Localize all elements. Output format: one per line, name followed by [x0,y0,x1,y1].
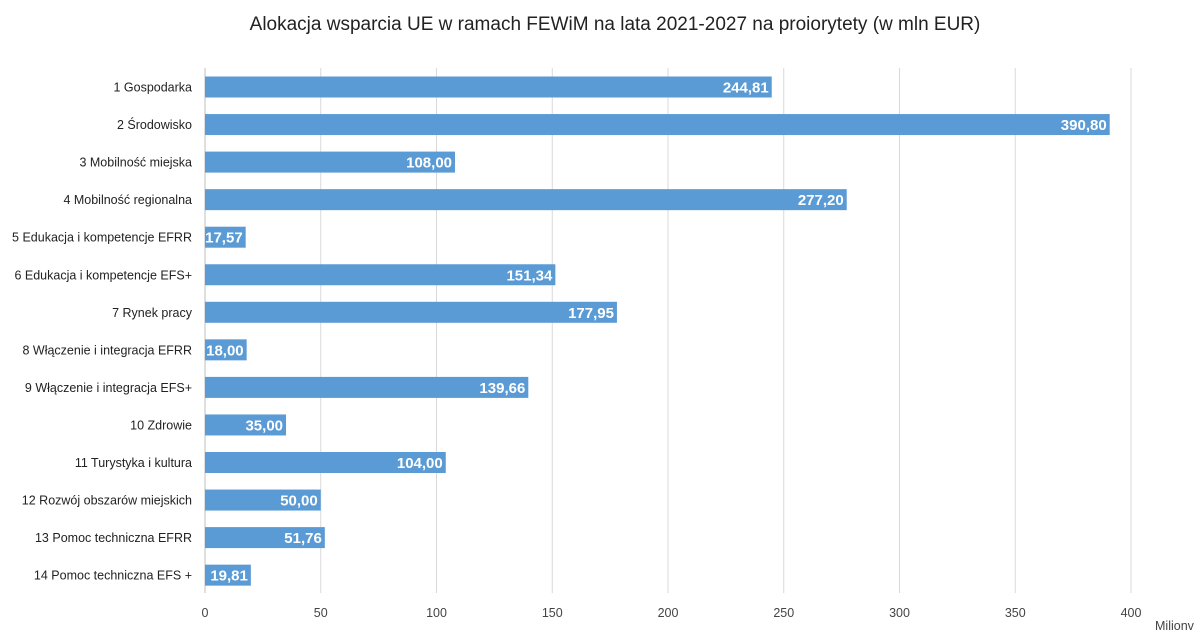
category-label: 7 Rynek pracy [112,306,193,320]
bar [205,301,617,323]
category-labels: 1 Gospodarka 2 Środowisko 3 Mobilność miej… [12,81,193,583]
data-label: 244,81 [723,80,769,97]
grid-lines [204,68,1132,593]
bar [205,452,446,473]
data-label: 19,81 [210,568,248,585]
data-label: 17,57 [205,230,243,247]
category-label: 4 Mobilność regionalna [63,193,192,207]
bar [205,527,325,549]
bar [205,189,847,211]
data-labels: 244,81 390,80 108,00 277,20 17,57 151,34 177,9… [205,80,1107,585]
x-tick-label: 50 [314,606,328,620]
bars [205,76,1110,586]
chart-title: Alokacja wsparcia UE w ramach FEWiM na l… [249,14,981,35]
x-axis-unit-label: Milionv [1155,619,1195,632]
data-label: 35,00 [245,417,283,434]
bar [205,414,287,436]
data-label: 139,66 [479,380,525,397]
bar [205,226,246,248]
category-label: 3 Mobilność miejska [79,156,192,170]
x-tick-label: 0 [202,606,209,620]
category-label: 9 Włączenie i integracja EFS+ [25,381,192,395]
bar [205,114,1110,136]
data-label: 18,00 [206,342,244,359]
bar [205,264,556,286]
data-label: 104,00 [397,455,443,472]
category-label: 2 Środowisko [117,117,192,132]
data-label: 51,76 [284,530,322,547]
x-tick-label: 300 [889,606,910,620]
bar [205,339,247,361]
x-tick-label: 250 [773,606,794,620]
data-label: 390,80 [1061,117,1107,134]
category-label: 13 Pomoc techniczna EFRR [35,531,192,545]
x-tick-label: 350 [1005,606,1026,620]
bar [205,489,321,511]
data-label: 177,95 [568,305,614,322]
category-label: 14 Pomoc techniczna EFS + [34,569,192,583]
x-tick-label: 400 [1121,606,1142,620]
x-tick-label: 100 [426,606,447,620]
data-label: 50,00 [280,493,318,510]
bar [205,151,456,173]
x-tick-label: 200 [658,606,679,620]
data-label: 277,20 [798,192,844,209]
x-tick-label: 150 [542,606,563,620]
category-label: 6 Edukacja i kompetencje EFS+ [14,268,192,282]
category-label: 1 Gospodarka [113,81,192,95]
bar [205,76,772,98]
bar [205,564,251,586]
data-label: 108,00 [406,155,452,172]
data-label: 151,34 [506,267,553,284]
category-label: 11 Turystyka i kultura [75,456,192,470]
category-label: 10 Zdrowie [130,418,192,432]
category-label: 5 Edukacja i kompetencje EFRR [12,231,192,245]
category-label: 12 Rozwój obszarów miejskich [22,494,192,508]
bar [205,376,529,398]
category-label: 8 Włączenie i integracja EFRR [22,343,192,357]
x-axis-tick-labels: 0 50 100 150 200 250 300 350 400 [202,606,1142,620]
